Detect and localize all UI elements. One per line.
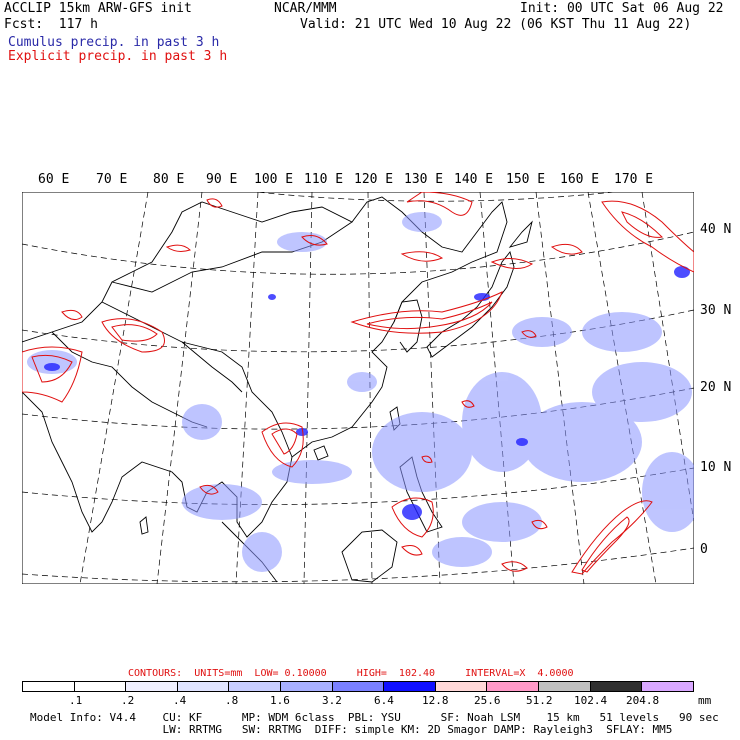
scale-tick: 3.2 (322, 694, 342, 707)
lon-label: 80 E (153, 172, 185, 187)
lon-label: 110 E (304, 172, 344, 187)
lon-label: 150 E (506, 172, 546, 187)
cumulus-precip-heavy (44, 266, 690, 520)
color-scale-bar (22, 681, 694, 692)
lon-label: 120 E (354, 172, 394, 187)
scale-tick: 12.8 (422, 694, 449, 707)
lat-label: 0 (700, 542, 708, 557)
scale-tick: 204.8 (626, 694, 660, 707)
scale-tick: 25.6 (474, 694, 501, 707)
lon-label: 70 E (96, 172, 128, 187)
scale-tick: .8 (225, 694, 239, 707)
organization: NCAR/MMM (274, 1, 337, 16)
scale-units: mm (698, 694, 712, 707)
lat-label: 20 N (700, 380, 732, 395)
scale-bin (23, 682, 75, 691)
scale-bin (229, 682, 282, 691)
lat-label: 10 N (700, 460, 732, 475)
scale-bin (74, 682, 127, 691)
scale-tick: 1.6 (270, 694, 290, 707)
scale-bin (384, 682, 436, 691)
contours-info: CONTOURS: UNITS=mm LOW= 0.10000 HIGH= 10… (128, 668, 574, 679)
lon-label: 140 E (454, 172, 494, 187)
scale-bin (126, 682, 178, 691)
model-info-line1: Model Info: V4.4 CU: KF MP: WDM 6class P… (30, 711, 719, 724)
scale-tick: 102.4 (574, 694, 608, 707)
scale-tick: 6.4 (374, 694, 394, 707)
lat-label: 40 N (700, 222, 732, 237)
explicit-precip-contours (22, 192, 694, 575)
lon-label: 90 E (206, 172, 238, 187)
forecast-hour: Fcst: 117 h (4, 17, 98, 32)
lat-label: 30 N (700, 303, 732, 318)
lon-label: 130 E (404, 172, 444, 187)
lon-label: 60 E (38, 172, 70, 187)
explicit-label: Explicit precip. in past 3 h (8, 49, 228, 64)
scale-tick: 51.2 (526, 694, 553, 707)
scale-bin (590, 682, 643, 691)
scale-bin (435, 682, 488, 691)
cumulus-precip-field (27, 212, 694, 572)
meridian-lines (79, 192, 694, 584)
scale-tick: .2 (121, 694, 135, 707)
lon-label: 160 E (560, 172, 600, 187)
scale-bin (539, 682, 591, 691)
product-title: ACCLIP 15km ARW-GFS init (4, 1, 192, 16)
scale-bin (642, 682, 693, 691)
lon-label: 100 E (254, 172, 294, 187)
scale-bin (332, 682, 385, 691)
scale-tick: .1 (69, 694, 83, 707)
cumulus-label: Cumulus precip. in past 3 h (8, 35, 220, 50)
valid-time: Valid: 21 UTC Wed 10 Aug 22 (06 KST Thu … (300, 17, 692, 32)
scale-bin (487, 682, 540, 691)
lon-label: 170 E (614, 172, 654, 187)
scale-bin (177, 682, 230, 691)
scale-tick: .4 (173, 694, 187, 707)
init-time: Init: 00 UTC Sat 06 Aug 22 (520, 1, 724, 16)
model-info-line2: LW: RRTMG SW: RRTMG DIFF: simple KM: 2D … (30, 723, 673, 736)
precipitation-map (22, 192, 694, 584)
parallel-lines (22, 192, 694, 583)
scale-bin (281, 682, 333, 691)
